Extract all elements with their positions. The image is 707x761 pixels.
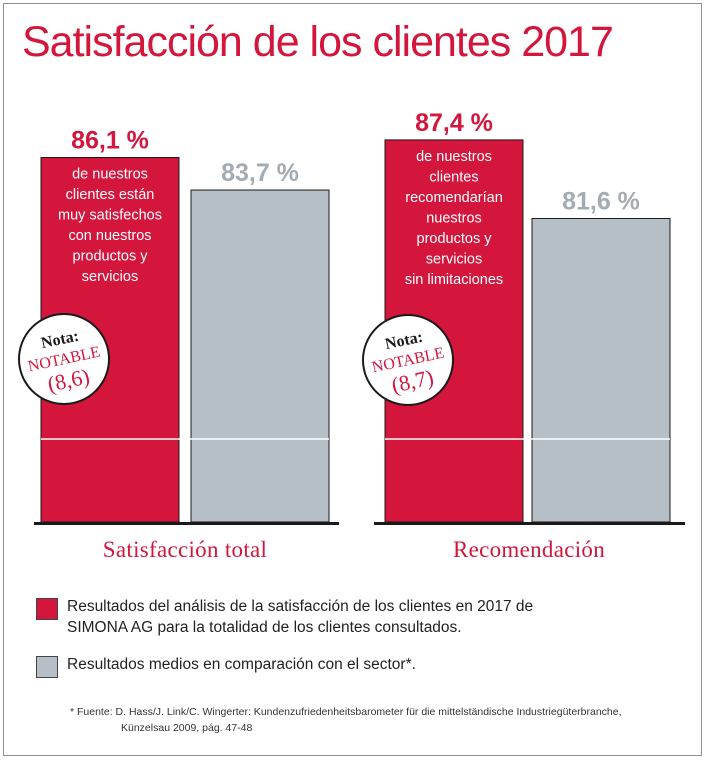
bar-annotation-line: muy satisfechos xyxy=(58,208,162,224)
data-label-simona: 87,4 % xyxy=(415,109,493,137)
bar-annotation-line: de nuestros xyxy=(416,149,492,165)
source-footnote: * Fuente: D. Hass/J. Link/C. Wingerter: … xyxy=(70,706,622,734)
bar-annotation-line: productos y xyxy=(73,249,149,265)
bar-annotation-line: de nuestros xyxy=(72,167,148,183)
bar-annotation-line: con nuestros xyxy=(68,228,151,244)
bar-annotation-line: nuestros xyxy=(426,210,482,226)
legend-item-sector: Resultados medios en comparación con el … xyxy=(36,654,416,678)
rating-badge xyxy=(362,314,454,406)
bar-annotation-line: servicios xyxy=(426,251,482,267)
category-label: Satisfacción total xyxy=(103,537,267,562)
bar-annotation-line: productos y xyxy=(417,231,493,247)
bar-annotation-line: servicios xyxy=(82,269,138,285)
category-label: Recomendación xyxy=(453,537,605,562)
bar-annotation-line: clientes xyxy=(429,169,478,185)
bar-annotation-line: clientes están xyxy=(66,187,155,203)
data-label-sector: 83,7 % xyxy=(221,159,299,187)
legend-item-simona: Resultados del análisis de la satisfacci… xyxy=(36,596,533,638)
legend-swatch-grey xyxy=(36,656,58,678)
bar-sector xyxy=(531,217,671,523)
bar-annotation-line: recomendarían xyxy=(405,190,503,206)
bar-sector xyxy=(190,189,330,523)
chart-title: Satisfacción de los clientes 2017 xyxy=(22,18,614,66)
rating-badge xyxy=(18,313,110,405)
bar-chart: 86,1 % de nuestros clientes están muy satis… xyxy=(18,109,685,562)
data-label-simona: 86,1 % xyxy=(71,127,149,155)
bar-annotation-line: sin limitaciones xyxy=(405,272,503,288)
legend-swatch-red xyxy=(36,598,58,620)
legend-label-simona: Resultados del análisis de la satisfacci… xyxy=(67,598,534,636)
legend-label-sector: Resultados medios en comparación con el … xyxy=(67,656,416,673)
infographic-frame: Satisfacción de los clientes 2017 86,1 %… xyxy=(3,3,702,756)
data-label-sector: 81,6 % xyxy=(562,187,640,215)
